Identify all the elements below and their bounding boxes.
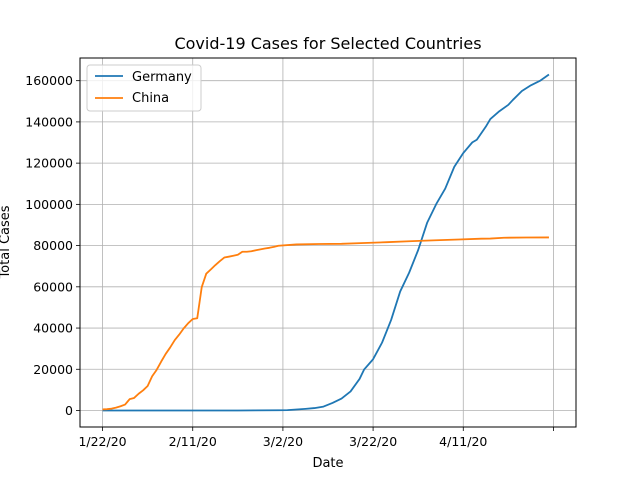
y-tick-label: 20000 xyxy=(33,362,73,377)
y-tick-label: 0 xyxy=(65,403,73,418)
grid xyxy=(80,58,576,427)
y-tick-label: 80000 xyxy=(33,238,73,253)
series-line-china xyxy=(102,236,549,411)
y-tick-label: 40000 xyxy=(33,321,73,336)
x-tick-label: 2/11/20 xyxy=(169,434,217,449)
chart-title: Covid-19 Cases for Selected Countries xyxy=(174,34,481,53)
legend-label-china: China xyxy=(132,91,169,106)
y-tick-label: 60000 xyxy=(33,279,73,294)
series-lines xyxy=(102,73,550,412)
y-tick-label: 140000 xyxy=(25,114,73,129)
y-tick-label: 100000 xyxy=(25,197,73,212)
x-tick-label: 4/11/20 xyxy=(439,434,487,449)
x-axis-label: Date xyxy=(312,456,343,471)
y-tick-label: 120000 xyxy=(25,156,73,171)
plot-frame xyxy=(79,57,577,428)
y-tick-label: 160000 xyxy=(25,73,73,88)
y-axis-label: Total Cases xyxy=(0,205,13,279)
legend: Germany China xyxy=(86,64,202,112)
series-line-germany xyxy=(102,73,550,412)
x-tick-label: 3/22/20 xyxy=(349,434,397,449)
x-tick-label: 1/22/20 xyxy=(78,434,126,449)
x-tick-label: 3/2/20 xyxy=(263,434,303,449)
axis-ticks: 1/22/20 2/11/20 3/2/20 3/22/20 4/11/20 0 20000… xyxy=(25,73,554,449)
legend-label-germany: Germany xyxy=(132,70,192,85)
